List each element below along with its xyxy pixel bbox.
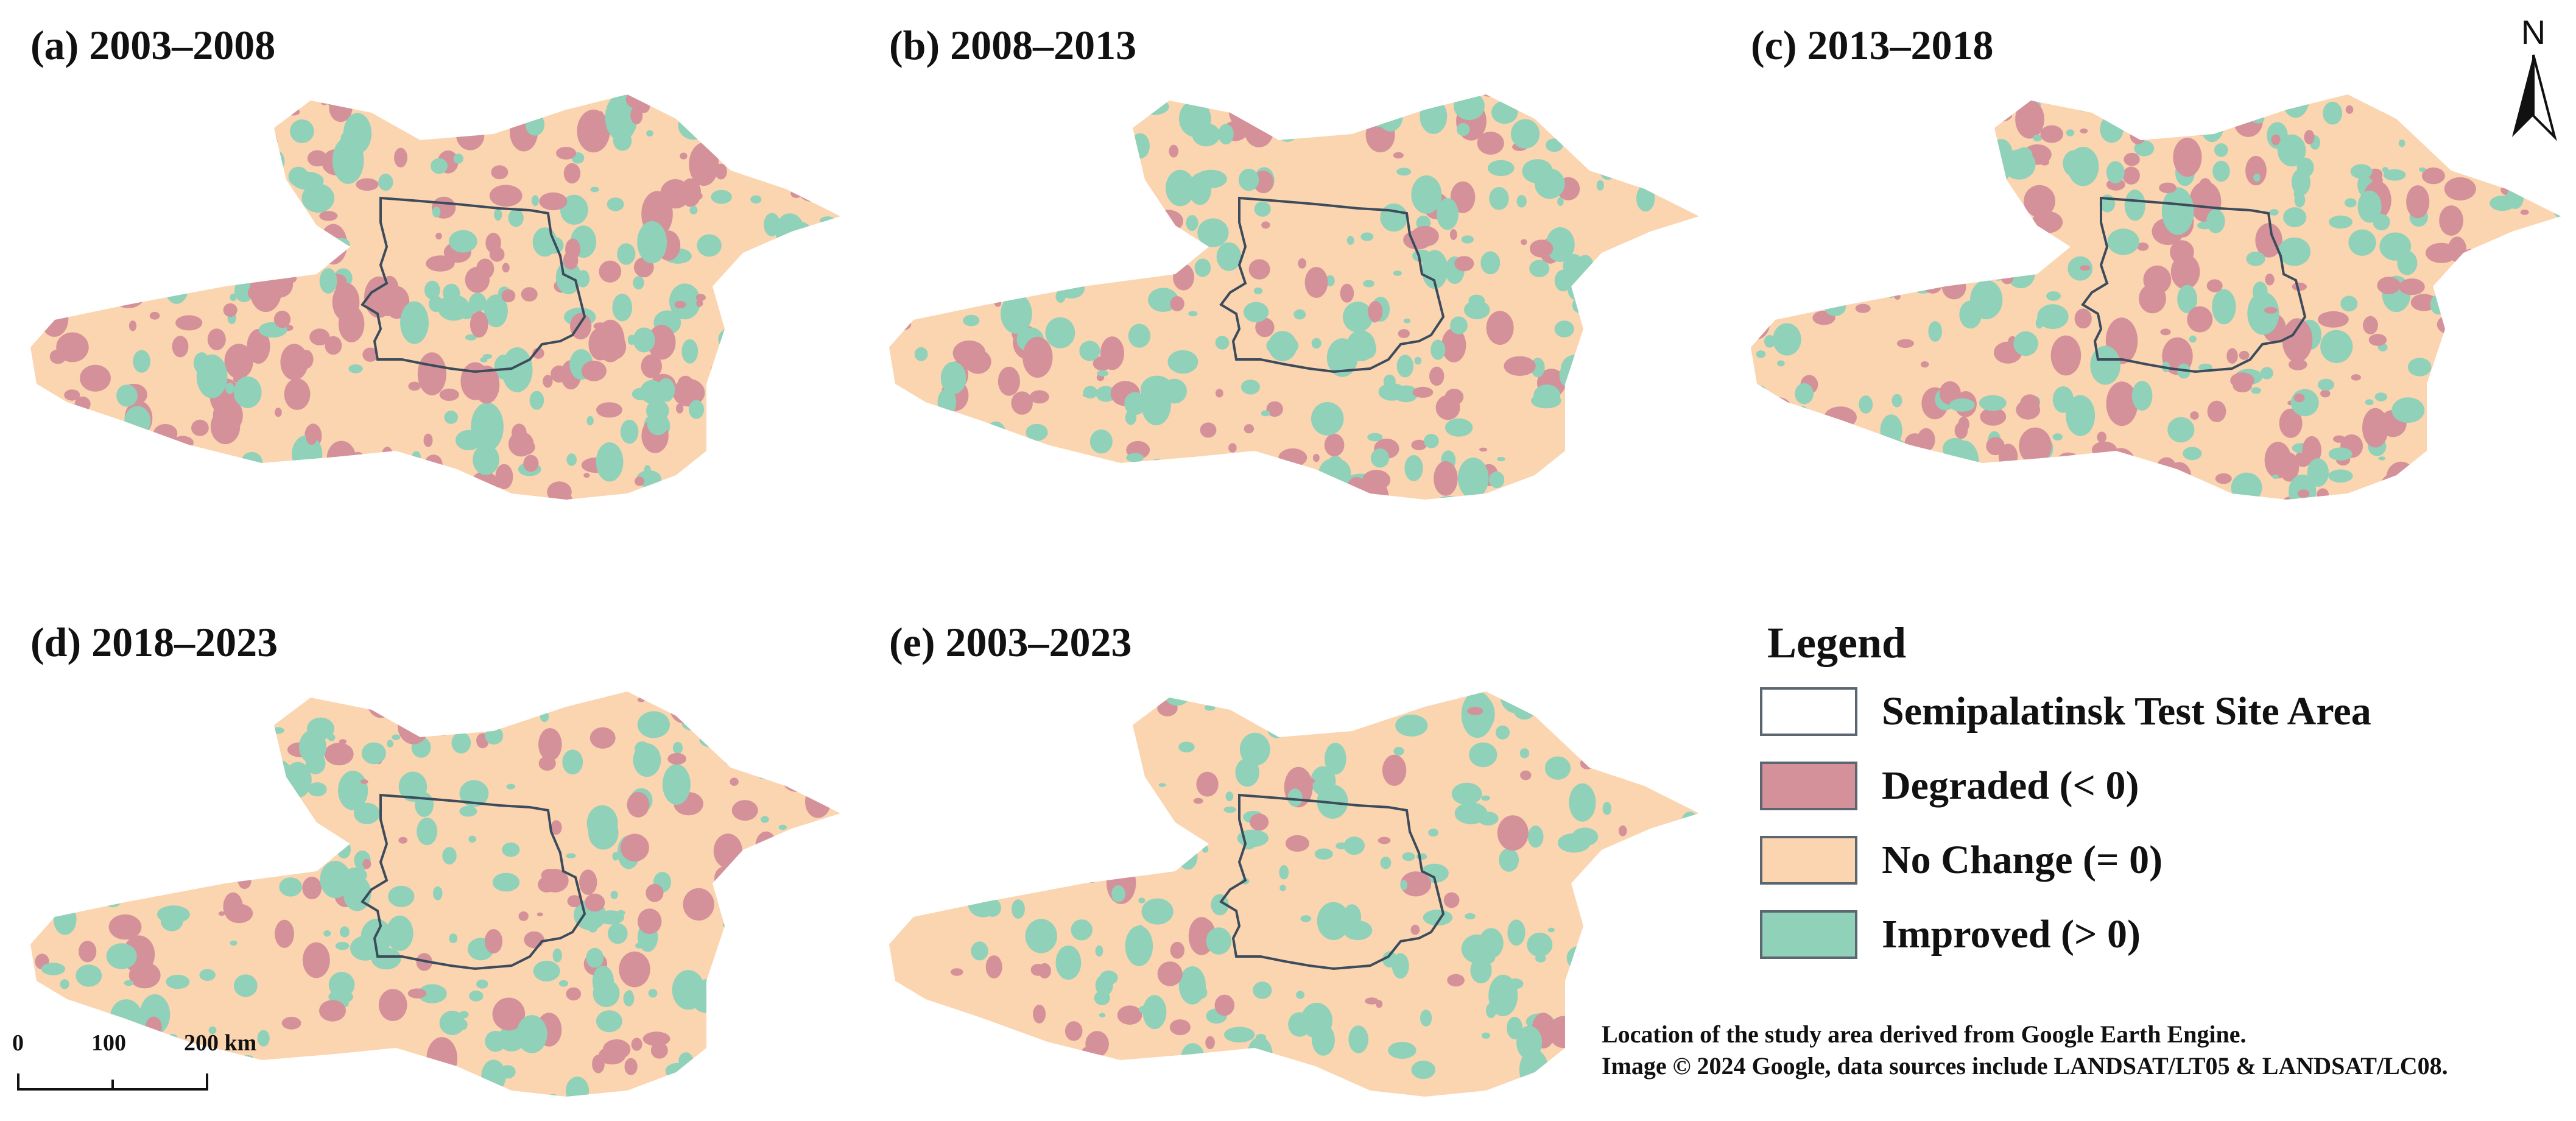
region-fill	[889, 691, 1699, 1097]
north-arrow-icon	[2512, 54, 2557, 141]
test-site-boundary	[2081, 196, 2307, 373]
legend-title: Legend	[1767, 618, 1907, 667]
region-fill	[889, 94, 1699, 500]
map-panel-e: (e) 2003–2023	[889, 621, 1705, 1121]
north-letter: N	[2521, 13, 2546, 51]
test-site-boundary	[361, 793, 586, 971]
credit-line-2: Image © 2024 Google, data sources includ…	[1602, 1052, 2448, 1080]
legend-label: No Change (= 0)	[1882, 838, 2163, 882]
legend-swatch	[1760, 910, 1857, 959]
panel-title: (d) 2018–2023	[30, 619, 278, 665]
scale-label-0: 0	[12, 1030, 24, 1056]
legend-label: Semipalatinsk Test Site Area	[1882, 689, 2371, 734]
credit-line-1: Location of the study area derived from …	[1602, 1020, 2247, 1048]
legend-item-improved: Improved (> 0)	[1754, 907, 2546, 961]
north-arrow: N	[2500, 12, 2567, 152]
map-panel-c: (c) 2013–2018	[1751, 24, 2567, 524]
legend-label: Degraded (< 0)	[1882, 763, 2139, 808]
legend-item-test-site: Semipalatinsk Test Site Area	[1754, 684, 2546, 738]
scale-label-100: 100	[91, 1030, 126, 1056]
data-credit: Location of the study area derived from …	[1602, 1019, 2448, 1082]
scale-bar: 0 100 200 km	[6, 1030, 286, 1097]
panel-title: (b) 2008–2013	[889, 22, 1137, 68]
scale-bar-line	[17, 1073, 208, 1091]
map-panel-a: (a) 2003–2008	[30, 24, 846, 524]
legend-swatch	[1760, 836, 1857, 885]
land-change-map	[1751, 94, 2561, 500]
test-site-boundary	[1219, 196, 1445, 373]
test-site-boundary	[1219, 793, 1445, 971]
land-change-map	[889, 691, 1699, 1097]
map-panel-d: (d) 2018–2023	[30, 621, 846, 1121]
map-panel-b: (b) 2008–2013	[889, 24, 1705, 524]
land-change-map	[889, 94, 1699, 500]
panel-title: (e) 2003–2023	[889, 619, 1132, 665]
land-change-map	[30, 94, 840, 500]
panel-title: (a) 2003–2008	[30, 22, 276, 68]
legend: Legend Semipalatinsk Test Site Area Degr…	[1754, 609, 2546, 987]
land-change-map	[30, 691, 840, 1097]
scale-label-200: 200 km	[184, 1030, 257, 1056]
panel-title: (c) 2013–2018	[1751, 22, 1994, 68]
legend-swatch	[1760, 687, 1857, 736]
test-site-boundary	[361, 196, 586, 373]
legend-item-no-change: No Change (= 0)	[1754, 832, 2546, 887]
legend-label: Improved (> 0)	[1882, 912, 2141, 957]
legend-item-degraded: Degraded (< 0)	[1754, 758, 2546, 813]
legend-swatch	[1760, 762, 1857, 810]
